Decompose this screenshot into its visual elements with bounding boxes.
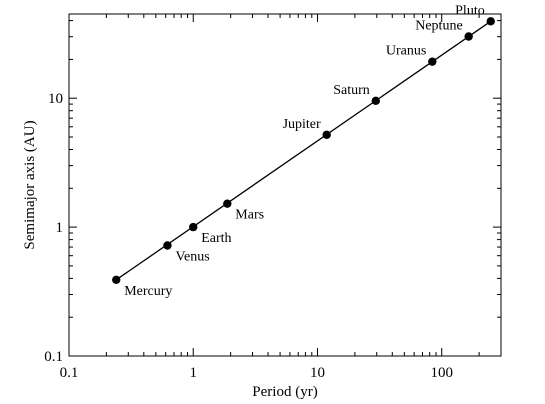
point-uranus [428, 57, 437, 66]
x-tick-label: 0.1 [60, 365, 79, 381]
point-label-uranus: Uranus [386, 44, 426, 59]
y-axis-ticks: 0.1 1 10 [44, 20, 501, 365]
y-tick-label: 1 [56, 220, 64, 236]
x-axis-label: Period (yr) [252, 384, 317, 400]
point-label-pluto: Pluto [455, 3, 485, 18]
fit-line [115, 20, 492, 281]
point-label-jupiter: Jupiter [283, 117, 321, 132]
point-mars [223, 199, 232, 208]
point-label-mars: Mars [235, 208, 264, 223]
x-axis-ticks: 0.1 1 10 100 [60, 14, 502, 381]
point-label-saturn: Saturn [333, 83, 370, 98]
point-venus [163, 241, 172, 250]
plot-frame [68, 13, 502, 357]
point-mercury [112, 275, 121, 285]
point-label-earth: Earth [201, 231, 231, 246]
point-saturn [371, 96, 380, 106]
y-axis-label: Semimajor axis (AU) [22, 120, 38, 249]
point-jupiter [322, 130, 331, 140]
y-tick-label: 0.1 [44, 349, 63, 365]
x-tick-label: 100 [430, 365, 453, 381]
point-label-mercury: Mercury [124, 284, 172, 299]
point-pluto [486, 17, 495, 26]
x-tick-label: 10 [310, 365, 325, 381]
x-tick-label: 1 [189, 365, 197, 381]
point-earth [189, 222, 198, 232]
point-label-neptune: Neptune [415, 19, 462, 34]
point-neptune [464, 32, 473, 41]
data-points: Mercury Venus Earth Mars Jupiter Saturn Uranus… [112, 3, 495, 299]
y-tick-label: 10 [48, 91, 63, 107]
point-label-venus: Venus [175, 249, 209, 264]
